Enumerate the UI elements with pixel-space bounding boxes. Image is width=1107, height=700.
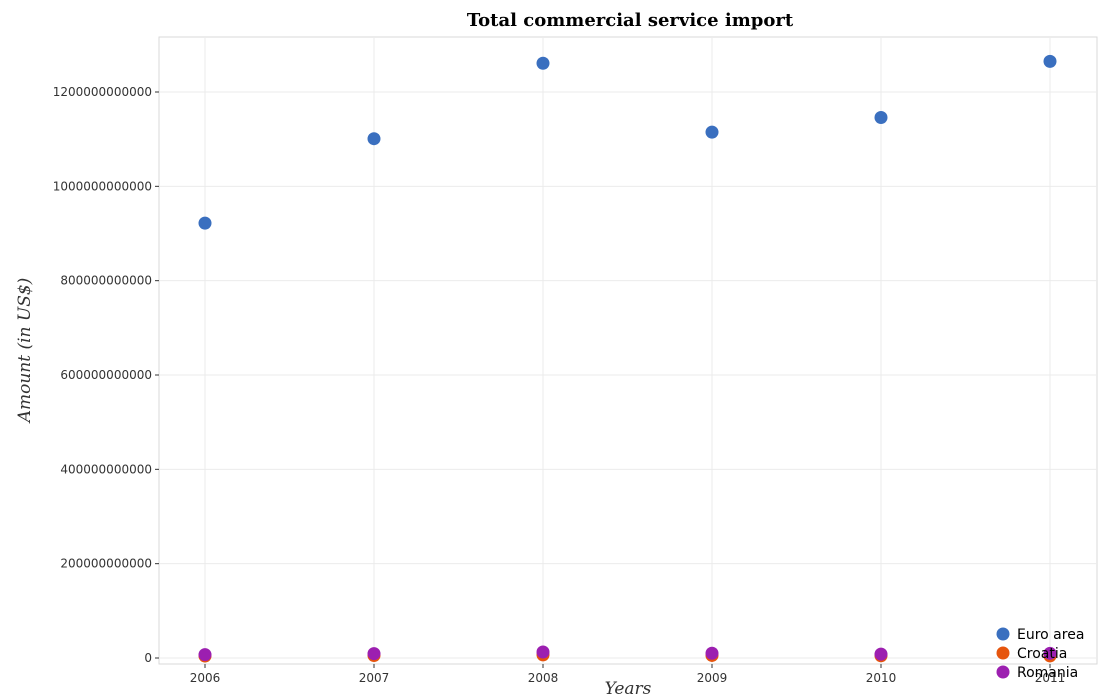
point-euro-area-2008 [536, 56, 550, 70]
legend-label-romania: Romania [1017, 665, 1078, 681]
x-tick-label: 2007 [359, 671, 390, 685]
y-tick-label: 600000000000 [60, 368, 152, 382]
point-romania-2010 [874, 647, 888, 661]
y-tick-label: 200000000000 [60, 557, 152, 571]
data-points [198, 54, 1057, 663]
point-euro-area-2007 [367, 132, 381, 146]
point-romania-2011 [1043, 646, 1057, 660]
y-tick-label: 1000000000000 [53, 179, 152, 193]
x-tick-label: 2010 [866, 671, 897, 685]
gridlines [159, 37, 1097, 664]
x-tick-label: 2009 [697, 671, 728, 685]
y-axis-label: Amount (in US$) [15, 278, 35, 425]
chart-title: Total commercial service import [467, 10, 794, 31]
y-tick-label: 400000000000 [60, 462, 152, 476]
legend-label-croatia: Croatia [1017, 646, 1067, 662]
x-tick-label: 2008 [528, 671, 559, 685]
point-romania-2008 [536, 645, 550, 659]
point-euro-area-2006 [198, 216, 212, 230]
point-romania-2006 [198, 648, 212, 662]
legend-marker-croatia [996, 646, 1010, 660]
legend-label-euro-area: Euro area [1017, 627, 1084, 643]
x-axis-ticks: 2006 2007 2008 2009 2010 2011 [190, 664, 1066, 685]
point-euro-area-2011 [1043, 54, 1057, 68]
y-tick-label: 0 [144, 651, 152, 665]
legend: Euro area Croatia Romania [996, 627, 1084, 681]
x-axis-label: Years [605, 679, 652, 699]
y-tick-label: 1200000000000 [53, 85, 152, 99]
point-romania-2009 [705, 646, 719, 660]
point-romania-2007 [367, 647, 381, 661]
x-tick-label: 2006 [190, 671, 221, 685]
legend-marker-euro-area [996, 627, 1010, 641]
legend-marker-romania [996, 665, 1010, 679]
point-euro-area-2009 [705, 125, 719, 139]
y-axis-ticks: 0 200000000000 400000000000 600000000000 800… [53, 85, 159, 665]
plot-area [158, 36, 1098, 665]
y-tick-label: 800000000000 [60, 274, 152, 288]
point-euro-area-2010 [874, 110, 888, 124]
x-tick-label: 2011 [1035, 671, 1066, 685]
